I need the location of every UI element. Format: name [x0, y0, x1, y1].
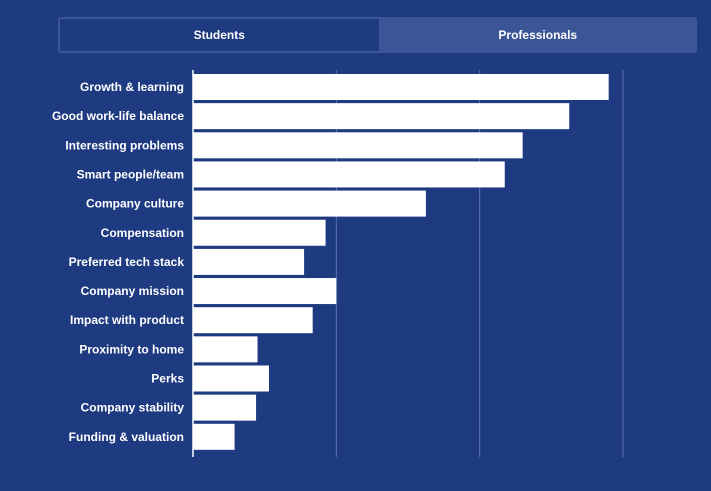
bar[interactable] — [193, 132, 523, 159]
bar[interactable] — [193, 423, 235, 450]
category-label: Funding & valuation — [69, 430, 184, 444]
bar[interactable] — [193, 278, 337, 305]
category-label: Compensation — [101, 226, 184, 240]
category-label: Perks — [151, 372, 184, 386]
bar[interactable] — [193, 336, 258, 363]
bars — [193, 74, 609, 450]
bar[interactable] — [193, 248, 305, 275]
category-label: Company culture — [86, 197, 184, 211]
tab-students[interactable]: Students — [58, 17, 379, 53]
bar[interactable] — [193, 365, 269, 392]
bar[interactable] — [193, 161, 505, 188]
bar[interactable] — [193, 307, 313, 334]
category-label: Good work-life balance — [52, 109, 184, 123]
tab-professionals[interactable]: Professionals — [378, 17, 697, 53]
category-labels: Growth & learning Good work-life balance I… — [52, 80, 184, 444]
category-label: Impact with product — [70, 313, 184, 327]
category-label: Interesting problems — [65, 138, 184, 152]
audience-tabs: Students Professionals — [58, 17, 697, 53]
category-label: Smart people/team — [77, 167, 184, 181]
bar[interactable] — [193, 103, 570, 130]
bar[interactable] — [193, 190, 426, 217]
category-label: Proximity to home — [79, 342, 184, 356]
category-label: Company stability — [81, 401, 185, 415]
category-label: Company mission — [81, 284, 184, 298]
bar[interactable] — [193, 219, 326, 246]
category-label: Preferred tech stack — [69, 255, 185, 269]
bar[interactable] — [193, 394, 257, 421]
category-label: Growth & learning — [80, 80, 184, 94]
bar[interactable] — [193, 74, 609, 100]
